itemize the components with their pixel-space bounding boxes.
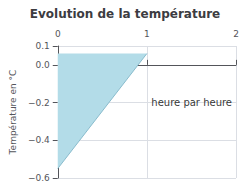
svg-text:Température en °C: Température en °C xyxy=(8,70,18,156)
svg-text:heure par heure: heure par heure xyxy=(151,97,232,108)
svg-text:−0.4: −0.4 xyxy=(28,135,50,145)
svg-text:1: 1 xyxy=(144,29,150,39)
svg-text:0.1: 0.1 xyxy=(35,41,49,51)
svg-text:0: 0 xyxy=(55,29,61,39)
svg-text:−0.2: −0.2 xyxy=(28,98,50,108)
svg-text:0.0: 0.0 xyxy=(35,60,50,70)
svg-text:2: 2 xyxy=(233,29,239,39)
svg-text:Evolution de la température: Evolution de la température xyxy=(30,7,221,21)
svg-text:−0.6: −0.6 xyxy=(28,173,50,183)
